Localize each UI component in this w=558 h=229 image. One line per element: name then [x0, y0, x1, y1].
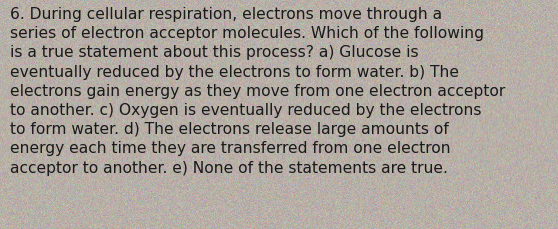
- Text: 6. During cellular respiration, electrons move through a
series of electron acce: 6. During cellular respiration, electron…: [10, 7, 506, 175]
